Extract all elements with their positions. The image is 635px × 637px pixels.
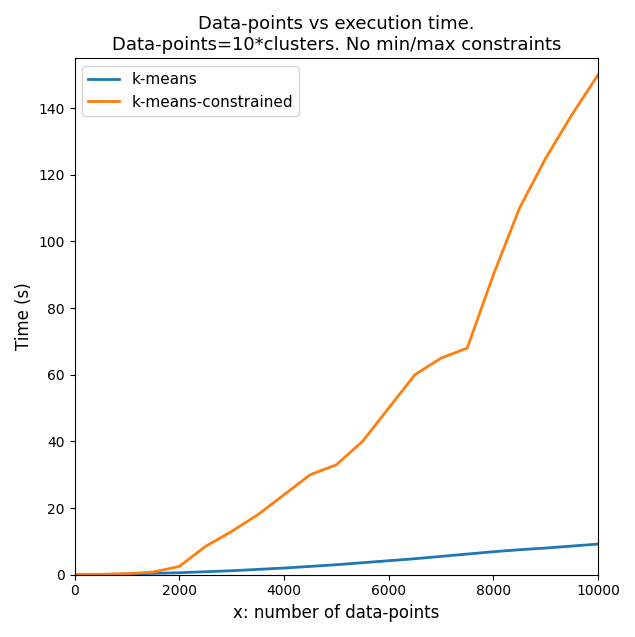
k-means — [542, 544, 549, 552]
k-means-constrained — [123, 570, 131, 578]
k-means — [254, 566, 262, 573]
k-means-constrained — [97, 571, 105, 578]
k-means-constrained — [411, 371, 418, 378]
k-means — [97, 571, 105, 578]
Line: k-means-constrained: k-means-constrained — [75, 75, 598, 575]
k-means — [333, 561, 340, 569]
k-means — [359, 559, 366, 566]
k-means-constrained — [385, 404, 392, 412]
k-means — [411, 555, 418, 562]
k-means — [464, 550, 471, 558]
k-means — [438, 552, 445, 560]
k-means-constrained — [280, 491, 288, 499]
k-means — [228, 567, 236, 575]
k-means — [568, 542, 576, 550]
k-means — [516, 546, 523, 554]
k-means — [385, 557, 392, 564]
k-means — [123, 570, 131, 578]
k-means-constrained — [490, 271, 497, 278]
k-means — [71, 571, 79, 578]
k-means-constrained — [71, 571, 79, 578]
k-means-constrained — [149, 568, 157, 576]
k-means-constrained — [464, 344, 471, 352]
k-means-constrained — [568, 111, 576, 118]
k-means-constrained — [438, 354, 445, 362]
k-means-constrained — [306, 471, 314, 478]
k-means — [490, 548, 497, 555]
k-means — [149, 569, 157, 577]
k-means — [280, 564, 288, 572]
k-means-constrained — [202, 543, 210, 550]
k-means — [175, 569, 183, 576]
Line: k-means: k-means — [75, 544, 598, 575]
k-means-constrained — [516, 204, 523, 212]
k-means-constrained — [594, 71, 602, 78]
Legend: k-means, k-means-constrained: k-means, k-means-constrained — [83, 66, 299, 116]
k-means — [594, 540, 602, 548]
Title: Data-points vs execution time.
Data-points=10*clusters. No min/max constraints: Data-points vs execution time. Data-poin… — [112, 15, 561, 54]
X-axis label: x: number of data-points: x: number of data-points — [233, 604, 439, 622]
k-means-constrained — [254, 511, 262, 519]
k-means-constrained — [359, 438, 366, 445]
k-means-constrained — [333, 461, 340, 469]
k-means-constrained — [228, 527, 236, 535]
k-means — [306, 562, 314, 570]
k-means-constrained — [175, 562, 183, 570]
k-means-constrained — [542, 154, 549, 162]
k-means — [202, 568, 210, 576]
Y-axis label: Time (s): Time (s) — [15, 283, 33, 350]
